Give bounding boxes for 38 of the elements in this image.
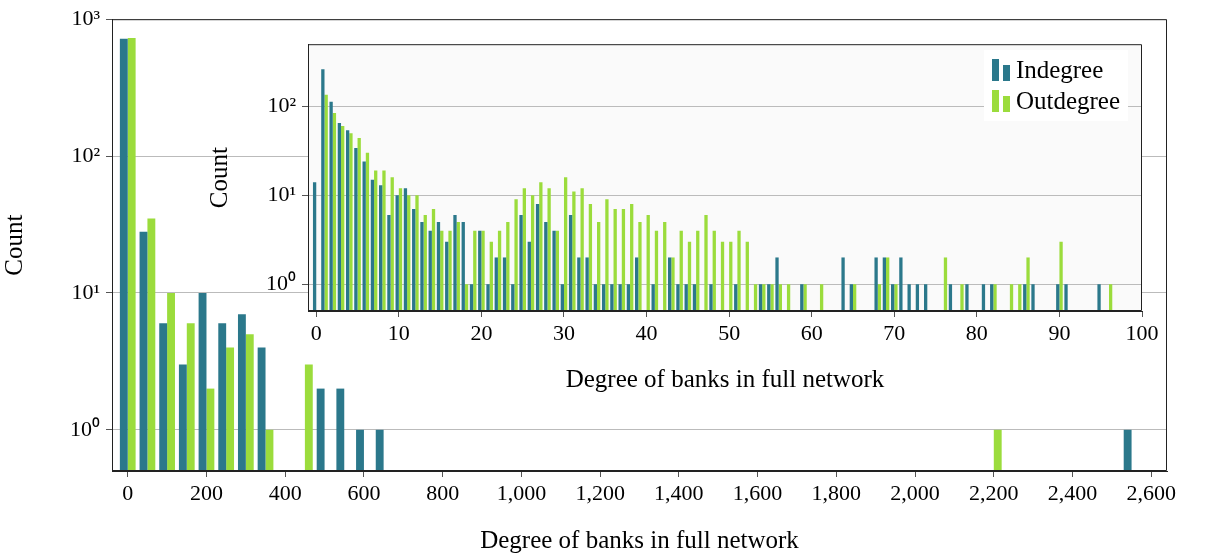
- x-tick-label: 2,200: [969, 479, 1019, 505]
- y-axis-title: Count: [204, 146, 232, 209]
- x-tick-label: 800: [426, 479, 460, 505]
- x-tick-label: 1,200: [575, 479, 625, 505]
- x-tick-label: 70: [883, 319, 906, 345]
- x-tick-label: 20: [470, 319, 493, 345]
- y-tick-label: 10²: [267, 92, 297, 118]
- x-tick-label: 1,000: [496, 479, 547, 505]
- x-tick-label: 200: [189, 479, 223, 505]
- y-tick-label: 10⁰: [266, 270, 296, 296]
- legend-label: Indegree: [1015, 55, 1104, 86]
- y-tick-label: 10⁰: [70, 415, 100, 441]
- x-tick-label: 400: [268, 479, 302, 505]
- x-tick-label: 1,400: [654, 479, 704, 505]
- x-tick-label: 600: [347, 479, 381, 505]
- x-tick-label: 50: [718, 319, 741, 345]
- x-tick-label: 2,600: [1126, 479, 1176, 505]
- x-tick-label: 1,800: [811, 479, 862, 505]
- y-tick-label: 10²: [71, 141, 101, 167]
- x-tick-label: 100: [1125, 319, 1159, 345]
- x-tick-label: 60: [800, 319, 823, 345]
- x-tick-label: 0: [122, 479, 134, 505]
- x-tick-label: 2,400: [1047, 479, 1098, 505]
- x-axis-title: Degree of banks in full network: [480, 525, 800, 553]
- legend-label: Outdegree: [1015, 86, 1120, 117]
- x-tick-label: 40: [635, 319, 658, 345]
- y-tick-label: 10³: [71, 4, 101, 30]
- x-tick-label: 10: [387, 319, 410, 345]
- y-axis-title: Count: [0, 214, 27, 276]
- x-tick-label: 30: [552, 319, 575, 345]
- x-tick-label: 90: [1048, 319, 1071, 345]
- x-tick-label: 1,600: [732, 479, 783, 505]
- x-tick-label: 80: [965, 319, 988, 345]
- y-tick-label: 10¹: [71, 278, 100, 304]
- x-tick-label: 0: [310, 319, 322, 345]
- y-tick-label: 10¹: [267, 181, 296, 207]
- x-tick-label: 2,000: [890, 479, 940, 505]
- x-axis-title: Degree of banks in full network: [565, 364, 885, 392]
